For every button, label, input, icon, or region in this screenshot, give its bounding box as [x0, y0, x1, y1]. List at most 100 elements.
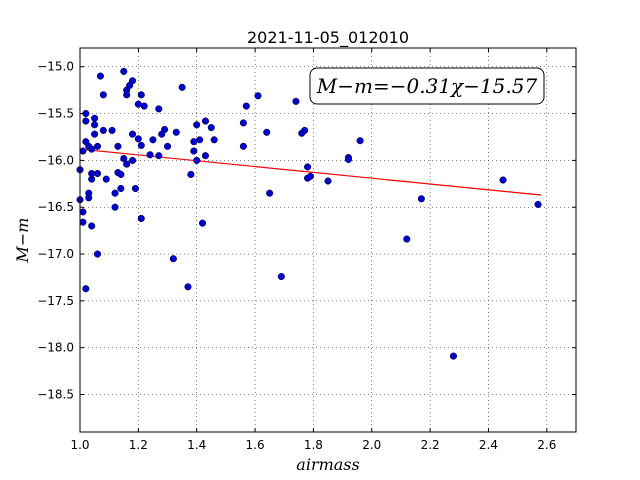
data-point — [155, 105, 163, 113]
data-point — [163, 142, 172, 150]
x-tick-label: 1.6 — [246, 438, 265, 452]
y-tick-labels: −15.0 −15.5 −16.0 −16.5 −17.0 −17.5 −18.0 −18.5 — [37, 60, 74, 402]
data-point — [161, 125, 169, 134]
data-point — [134, 100, 142, 108]
data-point — [210, 136, 218, 144]
data-point — [196, 136, 204, 144]
y-tick-label: −15.5 — [37, 107, 74, 121]
data-point — [198, 219, 207, 227]
data-point — [190, 147, 198, 155]
x-tick-label: 2.6 — [537, 438, 556, 452]
data-point — [91, 121, 99, 129]
data-point — [140, 102, 148, 110]
data-point — [91, 114, 99, 122]
y-axis-label: M−m — [13, 218, 32, 264]
data-point — [344, 155, 352, 164]
data-point — [117, 170, 125, 178]
data-point — [356, 137, 364, 145]
data-point — [96, 72, 104, 80]
chart-title: 2021-11-05_012010 — [247, 28, 409, 48]
y-tick-label: −17.0 — [37, 247, 74, 261]
grid-lines — [79, 48, 576, 432]
data-point — [254, 92, 262, 100]
data-point — [403, 235, 411, 243]
data-point — [155, 152, 163, 160]
data-point — [137, 91, 145, 99]
data-point — [201, 152, 210, 160]
data-point — [304, 163, 312, 171]
data-point — [193, 156, 201, 164]
data-point — [193, 121, 201, 129]
data-point — [449, 352, 458, 360]
data-point — [128, 130, 137, 138]
x-tick-labels: 1.0 1.2 1.4 1.6 1.8 2.0 2.2 2.4 2.6 — [70, 438, 556, 452]
data-point — [301, 126, 309, 134]
x-tick-label: 2.0 — [362, 438, 381, 452]
x-tick-label: 2.4 — [479, 438, 498, 452]
data-point — [79, 208, 87, 216]
x-tick-label: 1.2 — [129, 438, 148, 452]
data-point — [239, 119, 247, 127]
data-point — [102, 175, 110, 183]
data-point — [324, 177, 332, 185]
data-point — [79, 218, 87, 226]
data-point — [306, 172, 315, 180]
data-point — [169, 255, 177, 263]
data-point — [88, 222, 96, 230]
y-tick-label: −18.0 — [37, 341, 74, 355]
data-point — [266, 189, 274, 197]
data-point — [82, 285, 90, 293]
y-tick-label: −16.0 — [37, 153, 74, 167]
data-point — [190, 138, 198, 146]
data-point — [111, 189, 119, 197]
data-point — [114, 142, 122, 150]
y-tick-label: −15.0 — [37, 60, 74, 74]
x-tick-label: 2.2 — [421, 438, 440, 452]
data-point — [134, 135, 142, 143]
data-point — [111, 203, 119, 211]
x-tick-label: 1.4 — [187, 438, 206, 452]
data-point — [137, 214, 145, 223]
fit-annotation-text: M−m=−0.31χ−15.57 — [316, 74, 538, 98]
data-point — [178, 83, 186, 91]
data-point — [534, 200, 542, 208]
data-point — [128, 77, 137, 85]
data-point — [120, 67, 128, 75]
data-point — [277, 272, 285, 281]
x-axis-label: airmass — [296, 455, 359, 474]
y-tick-label: −16.5 — [37, 200, 74, 214]
data-point — [184, 283, 192, 291]
data-point — [187, 170, 195, 178]
data-point — [131, 184, 139, 193]
data-point — [239, 142, 247, 150]
plot-frame — [79, 47, 577, 433]
data-point — [292, 97, 300, 105]
data-point — [88, 145, 96, 153]
data-point — [79, 147, 87, 155]
fit-annotation: M−m=−0.31χ−15.57 — [309, 67, 545, 105]
data-point — [99, 126, 107, 134]
x-tick-label: 1.0 — [70, 438, 89, 452]
x-tick-label: 1.8 — [304, 438, 323, 452]
plot-area — [80, 48, 576, 432]
y-tick-label: −17.5 — [37, 294, 74, 308]
fit-annotation-box — [309, 67, 545, 105]
data-point — [123, 91, 131, 99]
data-point — [172, 128, 180, 136]
data-point — [123, 160, 131, 168]
data-point — [263, 128, 271, 136]
data-point — [128, 156, 137, 164]
data-point — [146, 151, 154, 159]
data-point — [242, 102, 250, 110]
data-point — [201, 117, 210, 125]
y-tick-label: −18.5 — [37, 388, 74, 402]
data-point — [417, 195, 425, 203]
data-point — [93, 250, 102, 258]
data-point — [82, 117, 90, 125]
data-point — [91, 130, 99, 138]
data-point — [120, 154, 128, 163]
data-points — [76, 67, 542, 360]
data-point — [93, 142, 102, 150]
data-point — [117, 184, 125, 193]
